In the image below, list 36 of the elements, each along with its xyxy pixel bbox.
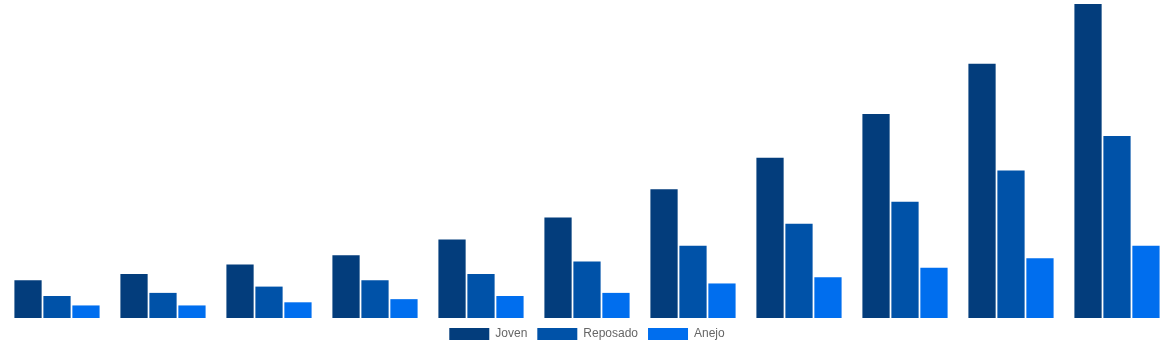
bar	[650, 189, 678, 318]
bar	[438, 239, 466, 318]
bar	[862, 113, 890, 318]
bar	[785, 223, 813, 318]
bar	[178, 305, 206, 318]
bar	[708, 283, 736, 318]
bar	[284, 302, 312, 318]
legend-label: Anejo	[694, 326, 726, 341]
bar	[1026, 258, 1054, 318]
bar	[72, 305, 100, 318]
bar	[332, 255, 360, 318]
bar	[573, 261, 601, 318]
bar	[544, 217, 572, 318]
bar	[467, 274, 495, 318]
legend-label: Joven	[495, 326, 528, 341]
bar	[756, 157, 784, 318]
bar	[390, 299, 418, 318]
bar	[814, 277, 842, 318]
bar	[149, 292, 177, 318]
bar	[496, 296, 524, 318]
bar	[891, 201, 919, 318]
bar	[997, 170, 1025, 318]
bar	[1074, 4, 1102, 318]
bar	[1103, 135, 1131, 318]
bar	[255, 286, 283, 318]
legend-label: Reposado	[583, 326, 639, 341]
bar	[226, 264, 254, 318]
bar	[361, 280, 389, 318]
bar	[968, 63, 996, 318]
bar	[679, 245, 707, 318]
bar	[602, 292, 630, 318]
bar	[120, 274, 148, 318]
bar	[1132, 245, 1160, 318]
bar	[14, 280, 42, 318]
bar	[920, 267, 948, 318]
bar	[43, 296, 71, 318]
